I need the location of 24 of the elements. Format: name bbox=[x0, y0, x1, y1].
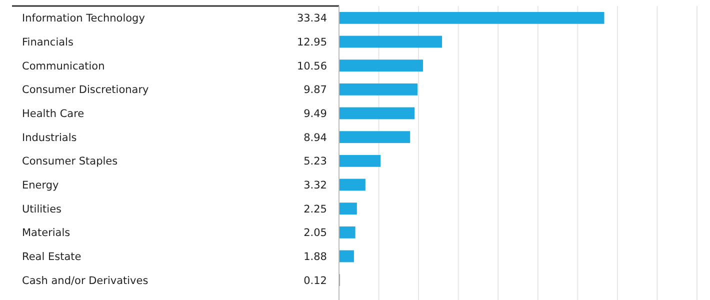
y-tick-label: Health Care bbox=[22, 108, 84, 120]
y-tick-label: Industrials bbox=[22, 132, 77, 144]
data-label: 5.23 bbox=[304, 156, 327, 168]
y-tick-label: Energy bbox=[22, 179, 59, 192]
y-tick-label: Consumer Discretionary bbox=[22, 84, 149, 96]
y-tick-label: Financials bbox=[22, 36, 74, 48]
data-label: 10.56 bbox=[296, 60, 328, 72]
y-tick-label: Real Estate bbox=[22, 250, 82, 263]
y-tick-label: Materials bbox=[22, 227, 70, 240]
data-label: 3.32 bbox=[304, 179, 327, 192]
data-label: 2.25 bbox=[304, 203, 327, 216]
data-label: 2.05 bbox=[304, 227, 327, 240]
data-label: 1.88 bbox=[304, 250, 327, 263]
data-label: 33.34 bbox=[296, 12, 328, 25]
data-label: 9.49 bbox=[304, 108, 327, 120]
y-tick-label: Utilities bbox=[22, 203, 62, 216]
y-tick-label: Communication bbox=[22, 60, 105, 72]
y-tick-label: Cash and/or Derivatives bbox=[22, 274, 148, 287]
y-tick-label: Information Technology bbox=[22, 12, 145, 25]
data-label: 9.87 bbox=[304, 84, 327, 96]
data-label: 0.12 bbox=[304, 274, 327, 287]
data-label: 12.95 bbox=[296, 36, 327, 48]
data-label: 8.94 bbox=[304, 132, 328, 144]
y-tick-label: Consumer Staples bbox=[22, 156, 118, 168]
